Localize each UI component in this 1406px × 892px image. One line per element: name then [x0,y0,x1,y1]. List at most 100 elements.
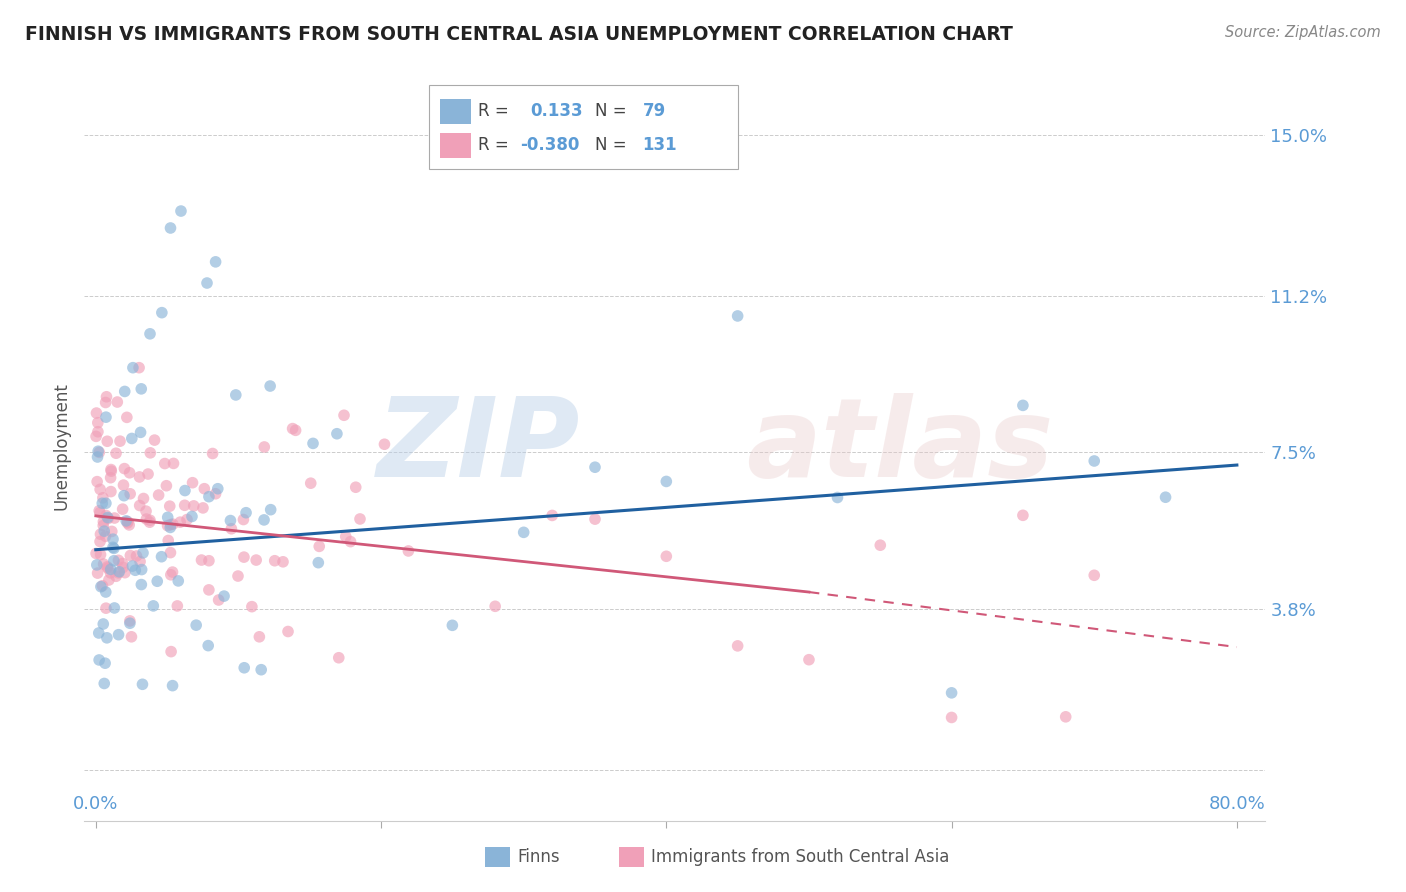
Point [118,614,141,628]
Point [112,461,135,475]
Point [727,639,749,653]
Point [159,499,181,513]
Text: 80.0%: 80.0% [1209,795,1265,813]
Point [512,525,534,540]
Point [103,554,125,568]
Point [941,686,963,700]
Point [190,553,212,567]
Point [159,517,181,532]
Point [160,645,183,659]
Point [100,484,122,499]
Point [100,464,122,478]
Point [120,487,142,501]
Point [125,549,148,563]
Point [204,487,226,501]
Point [94,601,117,615]
Point [121,432,143,446]
Text: 79: 79 [643,103,666,120]
Point [105,569,128,583]
Point [111,557,134,571]
Point [103,541,125,556]
Point [159,520,181,534]
Point [93,515,115,529]
Point [232,512,254,526]
Point [86,475,108,489]
Point [219,514,242,528]
Y-axis label: Unemployment: Unemployment [52,382,70,510]
Point [396,544,419,558]
Point [159,221,181,235]
Point [198,582,221,597]
Point [93,524,115,538]
Point [91,579,114,593]
Point [108,434,131,449]
Point [193,482,215,496]
Point [181,475,204,490]
Text: Finns: Finns [517,848,560,866]
Point [135,512,157,526]
Point [93,676,115,690]
Point [583,512,606,526]
Point [97,510,120,524]
Point [115,410,138,425]
Point [86,566,108,581]
Point [191,500,214,515]
Point [131,577,153,591]
Point [86,450,108,464]
Point [328,650,350,665]
Point [186,618,208,632]
Point [727,309,749,323]
Point [89,534,111,549]
Text: 0.133: 0.133 [530,103,582,120]
Point [89,503,111,517]
Point [260,502,283,516]
Text: 0.0%: 0.0% [73,795,118,813]
Point [128,499,150,513]
Point [87,425,110,439]
Point [132,546,155,560]
Point [1083,568,1105,582]
Point [240,599,263,614]
Point [89,527,111,541]
Point [120,549,142,563]
Point [281,421,304,435]
Point [87,416,110,430]
Point [207,593,229,607]
Point [869,538,891,552]
Text: FINNISH VS IMMIGRANTS FROM SOUTH CENTRAL ASIA UNEMPLOYMENT CORRELATION CHART: FINNISH VS IMMIGRANTS FROM SOUTH CENTRAL… [25,25,1014,44]
Point [207,482,229,496]
Point [344,480,367,494]
Point [93,557,115,571]
Point [94,585,117,599]
Point [1154,490,1177,504]
Point [253,440,276,454]
Point [176,512,198,526]
Point [245,553,267,567]
Point [94,656,117,670]
Point [129,425,152,440]
Point [128,360,150,375]
Point [827,491,849,505]
Point [308,540,330,554]
Point [132,491,155,506]
Point [97,561,120,575]
Point [96,559,118,574]
Point [583,460,606,475]
Text: ZIP: ZIP [377,392,581,500]
Point [259,379,281,393]
Point [129,382,152,396]
Point [100,471,122,485]
Point [103,601,125,615]
Point [91,518,114,533]
Point [89,445,111,459]
Text: R =: R = [478,103,515,120]
Point [118,466,141,480]
Point [112,478,135,492]
Point [84,546,107,560]
Point [271,555,294,569]
Point [114,566,136,580]
Point [91,617,114,632]
Point [326,426,349,441]
Point [122,360,145,375]
Point [277,624,299,639]
